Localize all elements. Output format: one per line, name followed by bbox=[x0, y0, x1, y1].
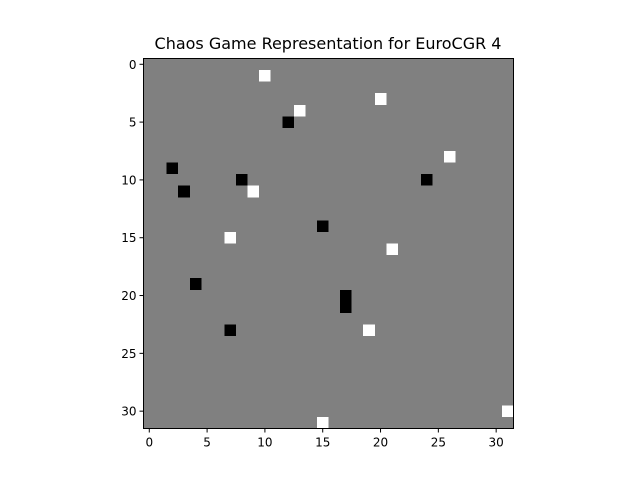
chart-title: Chaos Game Representation for EuroCGR 4 bbox=[155, 34, 502, 53]
y-tick-label: 5 bbox=[129, 116, 137, 130]
x-tick-label: 5 bbox=[203, 436, 211, 450]
heatmap-cell-white bbox=[501, 405, 514, 417]
y-tick-label: 25 bbox=[121, 347, 136, 361]
heatmap-cell-white bbox=[386, 243, 398, 256]
y-tick-label: 20 bbox=[121, 289, 136, 303]
heatmap-cell-white bbox=[259, 70, 271, 82]
y-tick-label: 15 bbox=[121, 231, 136, 245]
heatmap-cell-white bbox=[374, 93, 387, 105]
heatmap-cell-white bbox=[363, 324, 375, 336]
heatmap-cell-black bbox=[282, 116, 294, 128]
heatmap-cell-white bbox=[316, 416, 329, 429]
heatmap-cell-black bbox=[178, 185, 190, 198]
heatmap-cell-white bbox=[247, 185, 260, 198]
x-tick-label: 20 bbox=[373, 436, 388, 450]
x-tick-label: 25 bbox=[431, 436, 446, 450]
plot-area bbox=[143, 58, 514, 429]
heatmap-cell-black bbox=[316, 220, 329, 232]
y-tick-label: 10 bbox=[121, 173, 136, 187]
heatmap-background bbox=[143, 58, 514, 429]
heatmap-cell-black bbox=[166, 162, 179, 175]
heatmap-cell-white bbox=[293, 104, 306, 117]
heatmap-cell-black bbox=[340, 301, 352, 313]
heatmap-cell-white bbox=[444, 151, 456, 163]
heatmap-cell-black bbox=[236, 174, 248, 186]
plot-frame bbox=[143, 58, 514, 429]
x-tick-label: 10 bbox=[257, 436, 272, 450]
heatmap-cell-white bbox=[224, 231, 236, 244]
x-tick-label: 15 bbox=[315, 436, 330, 450]
y-axis: 0 5 10 15 20 25 30 bbox=[121, 58, 144, 419]
heatmap-cell-black bbox=[340, 289, 352, 302]
heatmap-cell-black bbox=[421, 174, 433, 186]
heatmap-cell-black bbox=[189, 278, 202, 290]
x-axis: 0 5 10 15 20 25 30 bbox=[145, 428, 504, 450]
y-tick-label: 30 bbox=[121, 405, 136, 419]
x-tick-label: 0 bbox=[145, 436, 153, 450]
heatmap-cell-black bbox=[224, 324, 236, 336]
x-tick-label: 30 bbox=[489, 436, 504, 450]
y-tick-label: 0 bbox=[129, 58, 137, 72]
